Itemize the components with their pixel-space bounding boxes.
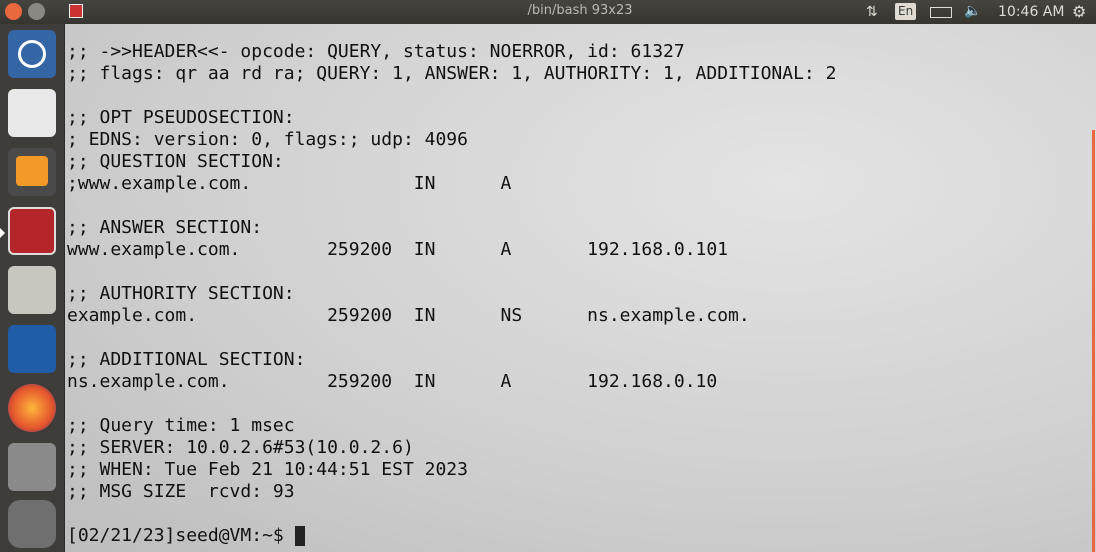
terminal-line: ns.example.com. 259200 IN A 192.168.0.10: [67, 371, 718, 392]
terminal-line: ;; ANSWER SECTION:: [67, 217, 263, 238]
terminal-line: ;; AUTHORITY SECTION:: [67, 283, 295, 304]
active-indicator: [0, 228, 5, 238]
window-title: /bin/bash 93x23: [527, 3, 633, 18]
cursor: [295, 526, 305, 546]
terminal-line: ;; SERVER: 10.0.2.6#53(10.0.2.6): [67, 437, 414, 458]
terminal-line: example.com. 259200 IN NS ns.example.com…: [67, 305, 750, 326]
firefox-icon[interactable]: [8, 384, 56, 432]
keyboard-indicator[interactable]: En: [895, 3, 917, 20]
minimize-button[interactable]: [28, 3, 45, 20]
close-button[interactable]: [5, 3, 22, 20]
dash-icon[interactable]: [8, 30, 56, 78]
terminal-line: ;; QUESTION SECTION:: [67, 151, 284, 172]
scroll-indicator: [1092, 130, 1095, 552]
terminal-line: www.example.com. 259200 IN A 192.168.0.1…: [67, 239, 729, 260]
terminal-line: ; EDNS: version: 0, flags:; udp: 4096: [67, 129, 468, 150]
terminal-line: ;; OPT PSEUDOSECTION:: [67, 107, 295, 128]
text-editor-icon[interactable]: [8, 89, 56, 137]
terminal-area: ;; ->>HEADER<<- opcode: QUERY, status: N…: [65, 24, 1096, 552]
terminal-icon[interactable]: [8, 207, 56, 255]
clock[interactable]: 10:46 AM: [998, 4, 1065, 20]
files-icon[interactable]: [8, 266, 56, 314]
terminal-line: ;; ADDITIONAL SECTION:: [67, 349, 306, 370]
battery-icon[interactable]: [930, 7, 952, 18]
terminal-line: [02/21/23]seed@VM:~$: [67, 525, 295, 546]
sublime-icon[interactable]: [8, 148, 56, 196]
terminal-line: ;; flags: qr aa rd ra; QUERY: 1, ANSWER:…: [67, 63, 837, 84]
settings-app-icon[interactable]: [8, 443, 56, 491]
terminal-line: ;; Query time: 1 msec: [67, 415, 295, 436]
terminal-line: ;www.example.com. IN A: [67, 173, 512, 194]
wireshark-icon[interactable]: [8, 325, 56, 373]
volume-icon[interactable]: 🔈: [964, 3, 982, 19]
settings-icon[interactable]: ⚙: [1072, 2, 1087, 21]
top-bar: /bin/bash 93x23 ⇅ En 🔈 10:46 AM ⚙: [0, 0, 1096, 24]
terminal-line: ;; WHEN: Tue Feb 21 10:44:51 EST 2023: [67, 459, 468, 480]
terminal-line: ;; ->>HEADER<<- opcode: QUERY, status: N…: [67, 41, 685, 62]
launcher: [0, 24, 65, 552]
terminal-menu-icon[interactable]: [69, 4, 83, 18]
terminal-line: ;; MSG SIZE rcvd: 93: [67, 481, 295, 502]
network-icon[interactable]: ⇅: [866, 4, 878, 20]
trash-icon[interactable]: [8, 500, 56, 548]
